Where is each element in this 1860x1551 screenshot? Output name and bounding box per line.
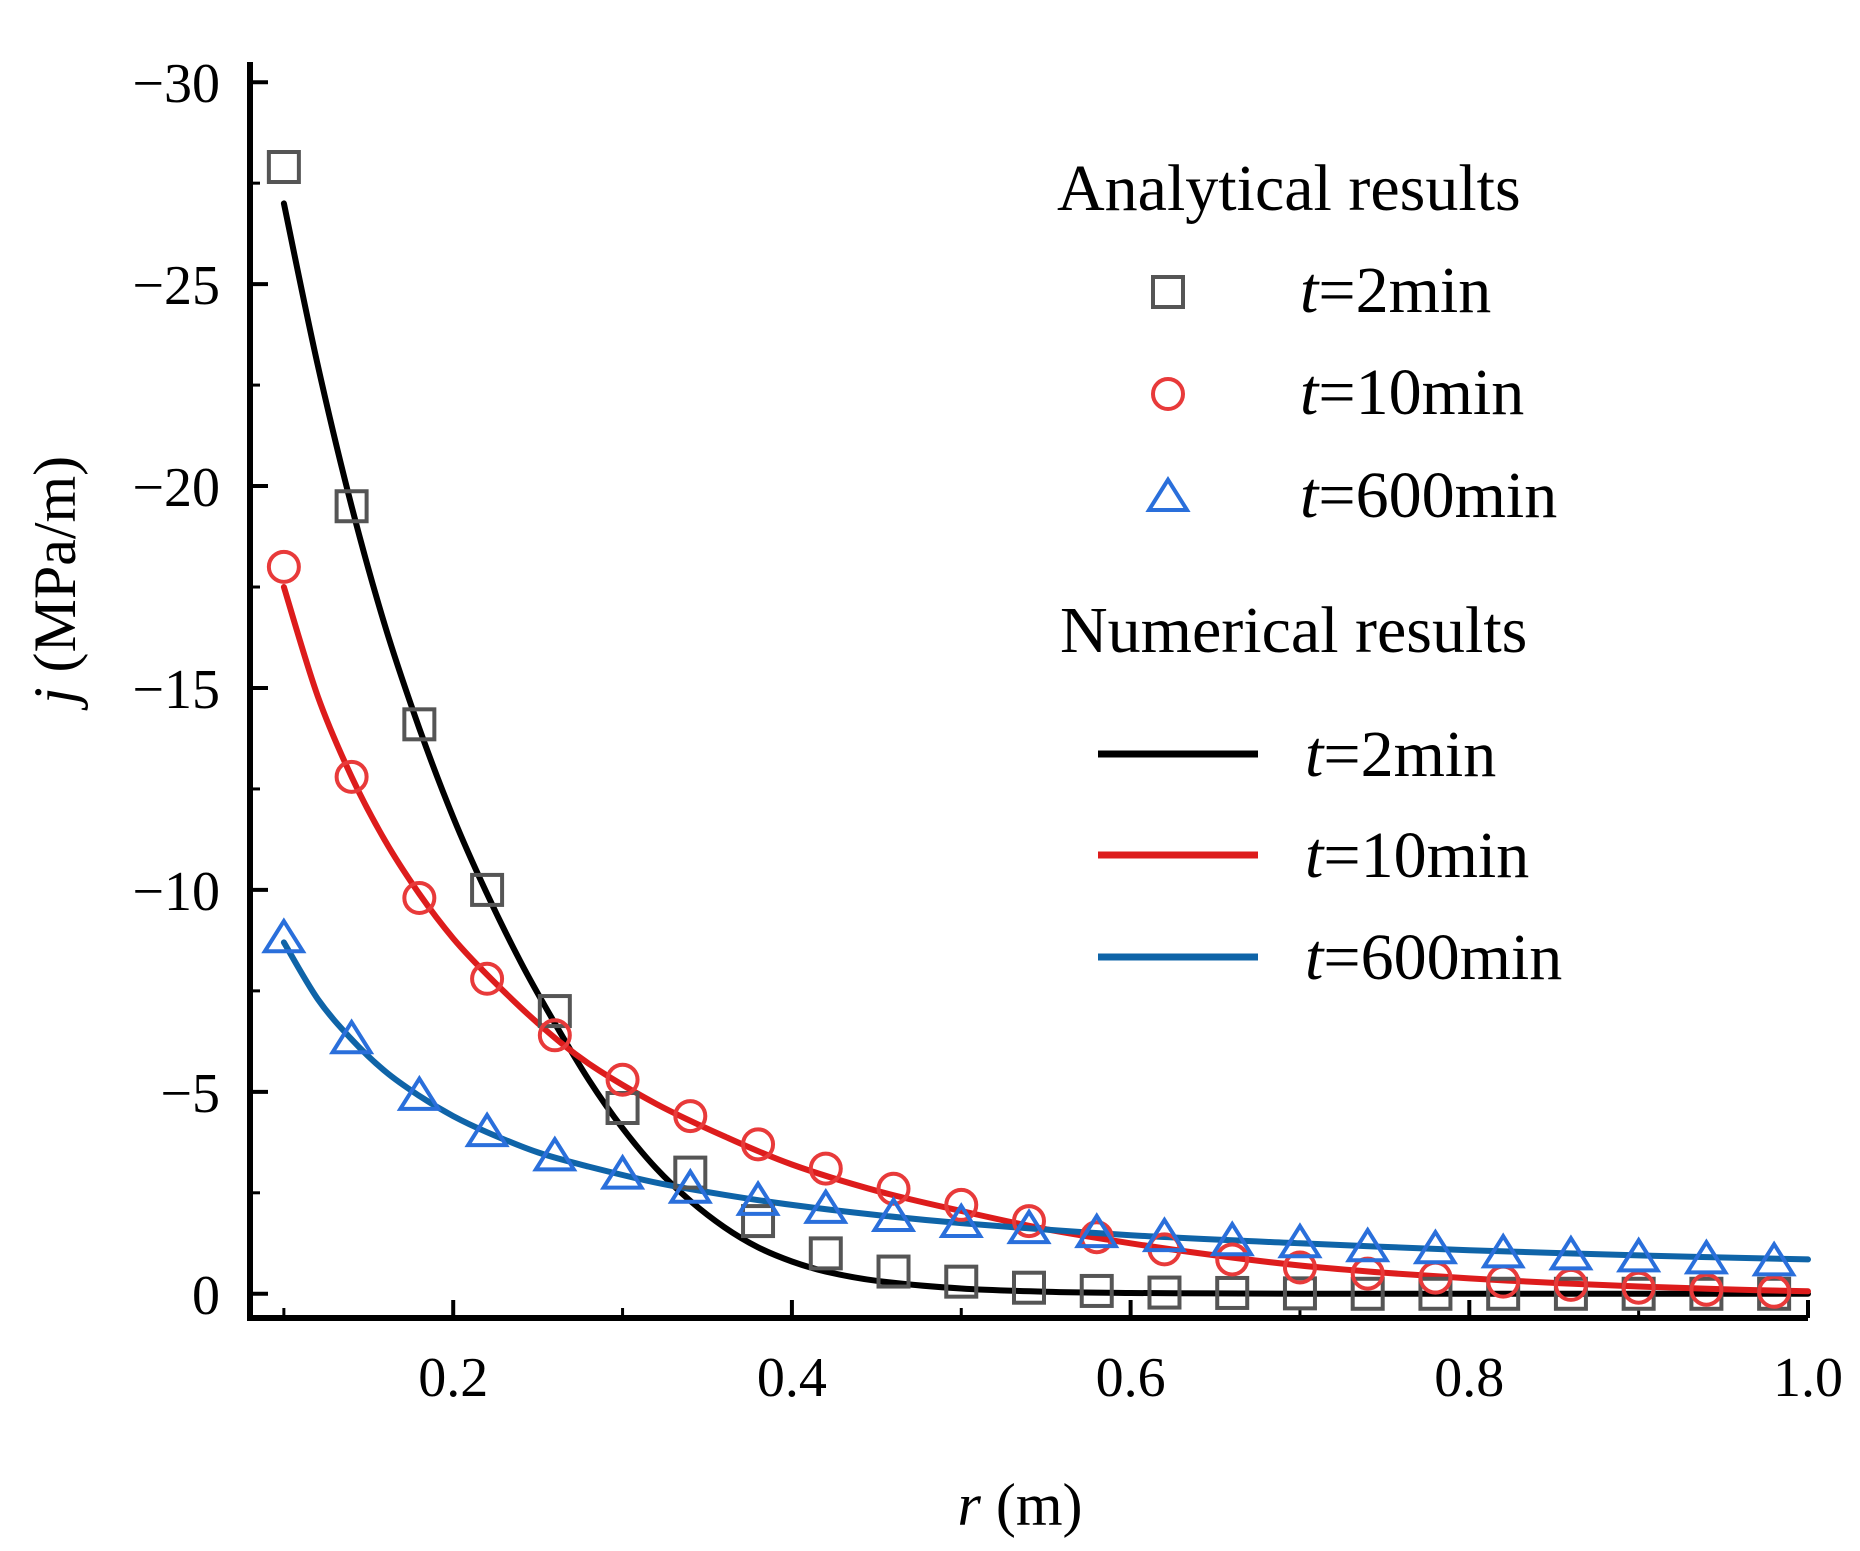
analytical-point-triangle <box>803 1187 849 1224</box>
analytical-point-circle <box>876 1171 911 1206</box>
analytical-point-triangle <box>1616 1236 1662 1273</box>
analytical-point-triangle <box>667 1167 713 1204</box>
analytical-point-circle <box>1689 1272 1724 1307</box>
analytical-point-circle <box>334 759 369 794</box>
analytical-point-triangle <box>329 1018 375 1055</box>
x-tick-label: 0.2 <box>418 1347 488 1409</box>
legend-analytical-label: t=2min <box>1300 254 1491 327</box>
legend-numerical-entries: t=2min t=10min t=600min <box>1098 718 1562 994</box>
x-axis-title: r (m) <box>958 1472 1083 1538</box>
analytical-point-square <box>537 994 572 1029</box>
analytical-point-triangle <box>1480 1232 1526 1269</box>
analytical-point-circle <box>402 880 437 915</box>
analytical-point-square <box>334 489 369 524</box>
legend-marker-triangle <box>1145 475 1191 512</box>
analytical-point-square <box>1486 1276 1521 1311</box>
numerical-line-triangle <box>280 939 1811 1263</box>
analytical-point-triangle <box>1074 1212 1120 1249</box>
legend-marker-circle <box>1151 377 1185 411</box>
analytical-point-triangle <box>464 1111 510 1148</box>
x-axis-variable: r <box>958 1472 982 1538</box>
y-axis-unit: (MPa/m) <box>22 456 88 688</box>
legend-numerical-heading: Numerical results <box>1060 594 1527 667</box>
legend: Analytical results t=2min t=10min t=600min… <box>1057 152 1562 994</box>
y-tick-label: −25 <box>132 255 220 317</box>
analytical-point-triangle <box>735 1179 781 1216</box>
analytical-point-circle <box>1282 1250 1317 1285</box>
analytical-point-triangle <box>1683 1238 1729 1275</box>
y-tick-label: −10 <box>132 861 220 923</box>
analytical-point-circle <box>808 1151 843 1186</box>
analytical-point-triangle <box>261 917 307 954</box>
analytical-point-triangle <box>1412 1228 1459 1265</box>
analytical-point-triangle <box>532 1135 578 1172</box>
legend-analytical-entries: t=2min t=10min t=600min <box>1145 254 1557 532</box>
analytical-point-square <box>944 1264 979 1299</box>
legend-numerical-label: t=600min <box>1305 921 1562 994</box>
analytical-point-square <box>1147 1275 1182 1310</box>
analytical-point-circle <box>673 1099 708 1134</box>
legend-marker-square <box>1151 275 1185 309</box>
analytical-point-triangle <box>1751 1240 1797 1277</box>
legend-numerical-label: t=10min <box>1305 819 1529 892</box>
analytical-point-square <box>1282 1276 1317 1311</box>
x-axis-unit: (m) <box>981 1472 1083 1538</box>
analytical-point-circle <box>741 1127 776 1162</box>
legend-numerical-label: t=2min <box>1305 718 1496 791</box>
analytical-point-square <box>1350 1276 1385 1311</box>
analytical-point-triangle <box>396 1074 442 1111</box>
x-tick-label: 0.6 <box>1096 1347 1166 1409</box>
y-tick-label: −30 <box>132 53 220 115</box>
analytical-point-circle <box>944 1187 979 1222</box>
legend-analytical-label: t=10min <box>1300 356 1524 429</box>
analytical-point-triangle <box>1548 1234 1594 1271</box>
y-tick-label: −5 <box>160 1063 220 1125</box>
analytical-point-square <box>1012 1270 1046 1305</box>
x-ticks: 0.2 0.4 0.6 0.8 1.0 <box>282 1300 1843 1409</box>
analytical-point-circle <box>1621 1270 1656 1305</box>
analytical-point-circle <box>1012 1204 1046 1239</box>
analytical-point-circle <box>470 961 505 996</box>
analytical-point-square <box>1215 1275 1250 1310</box>
y-tick-label: −20 <box>132 457 220 519</box>
analytical-markers <box>261 150 1797 1311</box>
analytical-point-square <box>673 1155 708 1190</box>
analytical-point-circle <box>537 1018 572 1053</box>
x-tick-label: 0.8 <box>1434 1347 1504 1409</box>
analytical-point-circle <box>605 1062 640 1097</box>
analytical-point-square <box>470 872 505 907</box>
analytical-point-square <box>266 150 301 185</box>
analytical-point-triangle <box>1345 1226 1391 1263</box>
analytical-point-triangle <box>870 1196 917 1232</box>
analytical-point-square <box>1079 1273 1114 1308</box>
y-tick-label: 0 <box>192 1265 220 1327</box>
analytical-point-circle <box>266 549 301 584</box>
x-tick-label: 1.0 <box>1773 1347 1843 1409</box>
analytical-point-triangle <box>599 1153 646 1190</box>
plot-area: 0.2 0.4 0.6 0.8 1.0 0 −5 −10 −15 −20 −25 −30 <box>132 53 1843 1409</box>
analytical-point-triangle <box>938 1202 984 1239</box>
x-tick-label: 0.4 <box>757 1347 827 1409</box>
analytical-point-triangle <box>1277 1222 1323 1259</box>
analytical-point-circle <box>1757 1274 1792 1309</box>
analytical-point-square <box>402 707 437 742</box>
analytical-point-square <box>741 1204 776 1239</box>
analytical-point-square <box>876 1254 911 1289</box>
analytical-point-square <box>808 1236 843 1271</box>
legend-analytical-label: t=600min <box>1300 459 1557 532</box>
y-axis-title: j (MPa/m) <box>22 456 88 711</box>
y-ticks: 0 −5 −10 −15 −20 −25 −30 <box>132 53 268 1327</box>
analytical-point-square <box>1553 1276 1588 1311</box>
analytical-point-triangle <box>1209 1220 1255 1257</box>
y-tick-label: −15 <box>132 659 220 721</box>
analytical-point-square <box>1418 1276 1453 1311</box>
analytical-point-triangle <box>1141 1216 1188 1253</box>
analytical-point-triangle <box>1006 1208 1052 1245</box>
legend-analytical-heading: Analytical results <box>1057 152 1521 225</box>
analytical-point-circle <box>1215 1242 1250 1277</box>
